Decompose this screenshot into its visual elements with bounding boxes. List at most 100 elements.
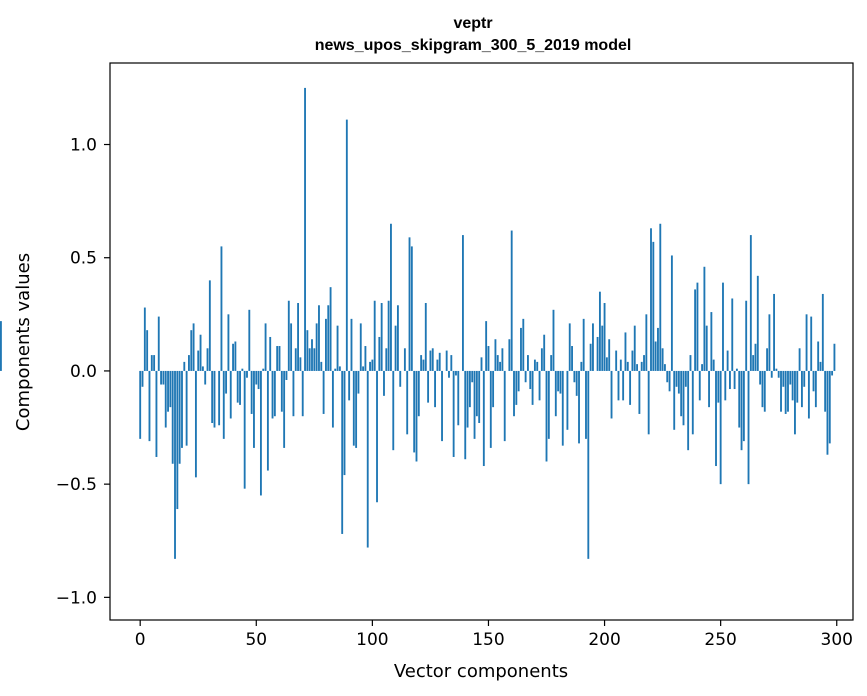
x-tick-label: 100 — [356, 630, 388, 650]
bar — [438, 352, 441, 371]
bar — [424, 303, 427, 371]
bar — [164, 370, 167, 428]
bar — [499, 361, 502, 371]
bar — [814, 370, 817, 408]
bar — [759, 370, 762, 385]
x-axis-ticks: 0 50 100 150 200 250 300 — [135, 620, 853, 650]
bar — [283, 370, 286, 448]
bar — [726, 350, 729, 371]
y-tick-label: −0.5 — [56, 475, 97, 495]
bar — [689, 355, 692, 371]
bar — [578, 370, 580, 444]
bar — [821, 293, 824, 371]
bar — [533, 359, 536, 371]
bar — [271, 370, 274, 419]
bar — [763, 370, 766, 412]
bar — [320, 361, 323, 371]
bar — [338, 366, 341, 371]
y-axis-label: Components values — [13, 253, 34, 431]
bar — [329, 287, 332, 371]
bar — [819, 361, 822, 371]
bar — [784, 370, 787, 414]
bar — [287, 300, 290, 371]
y-tick-label: −1.0 — [56, 588, 97, 608]
x-tick-label: 250 — [704, 630, 736, 650]
bar — [194, 370, 197, 478]
bar — [448, 370, 450, 378]
x-tick-label: 0 — [135, 630, 146, 650]
bar — [826, 370, 829, 455]
bar — [538, 370, 541, 401]
bar — [378, 336, 381, 371]
bar — [325, 318, 327, 371]
bar — [585, 370, 587, 439]
bar — [810, 316, 813, 371]
bar — [248, 309, 251, 371]
bar — [308, 348, 311, 371]
bar — [464, 370, 467, 460]
bar — [141, 370, 144, 387]
bar — [540, 348, 543, 371]
bar — [659, 223, 662, 371]
bar — [668, 370, 671, 392]
bar — [190, 330, 193, 371]
bar — [436, 359, 439, 371]
bar — [550, 355, 553, 371]
bar — [478, 370, 481, 424]
bar — [475, 370, 478, 417]
bar — [229, 370, 232, 419]
bar — [749, 235, 752, 371]
x-tick-label: 300 — [821, 630, 853, 650]
bar — [220, 246, 223, 371]
bar — [677, 370, 680, 394]
bar — [262, 368, 265, 371]
bar — [322, 370, 325, 414]
bar — [357, 370, 360, 394]
bar — [232, 343, 234, 371]
bar — [633, 325, 636, 371]
bar — [831, 370, 834, 376]
bar — [392, 370, 395, 451]
bar — [350, 318, 353, 371]
bar — [654, 341, 657, 371]
bar — [517, 370, 520, 392]
bar — [197, 350, 200, 371]
bar — [617, 370, 620, 401]
bar — [306, 330, 309, 371]
bar — [176, 370, 179, 510]
bar — [422, 359, 425, 371]
bar — [513, 370, 515, 417]
x-axis-label: Vector components — [394, 661, 568, 682]
bar — [605, 357, 608, 371]
bar — [680, 370, 683, 417]
bar — [359, 323, 362, 371]
bar — [406, 370, 409, 435]
bar — [636, 364, 638, 371]
bars-group — [0, 87, 836, 559]
bar — [652, 241, 655, 371]
bar — [722, 282, 724, 371]
bar — [601, 325, 604, 371]
bar — [522, 318, 525, 371]
bar — [828, 370, 831, 444]
bar — [554, 370, 557, 417]
bar — [167, 370, 169, 412]
bar — [318, 305, 320, 371]
bar — [253, 370, 255, 448]
bar — [740, 370, 743, 451]
bar — [299, 357, 302, 371]
bar — [473, 370, 476, 439]
bar — [246, 370, 248, 378]
bar — [415, 370, 418, 462]
bar — [371, 359, 374, 371]
bar — [687, 370, 690, 451]
bar — [650, 228, 652, 371]
bar — [396, 305, 399, 371]
bar — [791, 370, 794, 401]
bar — [487, 346, 490, 371]
bar — [369, 361, 371, 371]
bar — [364, 346, 367, 371]
bar — [489, 370, 492, 448]
bar — [336, 325, 339, 371]
bar — [394, 325, 397, 371]
